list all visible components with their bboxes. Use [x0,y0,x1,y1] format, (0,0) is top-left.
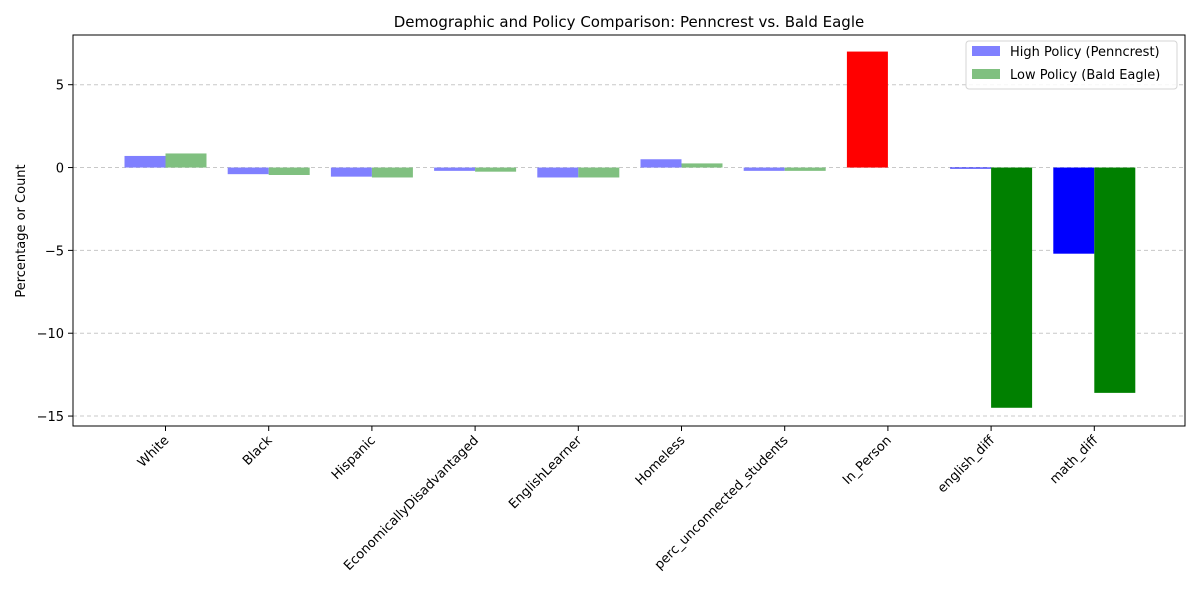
bar-low-policy-EnglishLearner [578,167,620,178]
legend-swatch-low-policy [972,69,1000,79]
y-axis: −15 −10 −5 0 5 [37,79,73,425]
x-axis: White Black HispanicEconomicallyDisadvanta… [135,426,1102,574]
bar-low-policy-math_diff [1094,167,1136,393]
bar-high-policy-math_diff [1053,167,1095,254]
x-tick-label: english_diff [935,432,999,496]
bar-low-policy-EconomicallyDisadvantaged [475,167,517,172]
bar-low-policy-Black [268,167,310,175]
x-tick-label: EnglishLearner [506,433,585,512]
y-tick-label: −15 [37,410,64,425]
legend-label-high-policy: High Policy (Penncrest) [1010,45,1160,60]
legend-frame [965,40,1178,90]
bar-low-policy-perc_unconnected_students [784,167,826,171]
legend-swatch-high-policy [972,46,1000,56]
x-tick-label: math_diff [1047,432,1102,487]
x-tick-label: Black [240,433,276,469]
bar-layer [124,51,1136,408]
x-tick-label: In_Person [840,433,895,488]
bar-low-policy-Homeless [681,163,723,168]
bar-high-policy-In_Person [846,51,888,168]
bar-high-policy-Hispanic [330,167,372,177]
bar-high-policy-Black [227,167,269,175]
bar-high-policy-EnglishLearner [537,167,579,178]
legend: High Policy (Penncrest) Low Policy (Bald… [965,40,1178,90]
bar-high-policy-english_diff [950,167,992,169]
x-tick-label: Hispanic [329,433,379,483]
bar-low-policy-Hispanic [371,167,413,178]
bar-high-policy-EconomicallyDisadvantaged [434,167,476,171]
x-tick-label: White [135,433,172,470]
y-axis-title: Percentage or Count [14,164,29,297]
plot-frame [72,34,1186,427]
bar-high-policy-perc_unconnected_students [743,167,785,171]
y-tick-label: 5 [56,79,64,94]
bar-high-policy-White [124,155,166,168]
x-tick-label: Homeless [633,433,689,489]
bar-low-policy-english_diff [991,167,1033,408]
legend-label-low-policy: Low Policy (Bald Eagle) [1010,68,1160,83]
y-tick-label: 0 [56,162,64,177]
y-tick-label: −10 [37,327,64,342]
bar-low-policy-White [165,153,207,168]
y-tick-label: −5 [45,244,64,259]
chart-title: Demographic and Policy Comparison: Pennc… [394,13,864,31]
bar-high-policy-Homeless [640,159,682,168]
